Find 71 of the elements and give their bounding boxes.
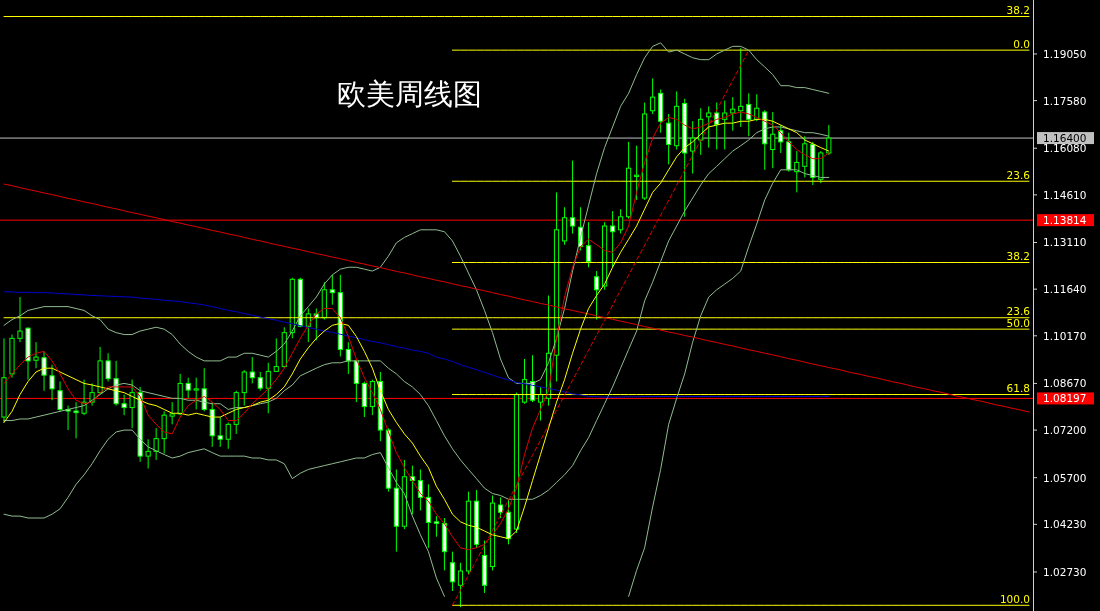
y-tick-label: 1.07200 [1043, 424, 1087, 437]
candlestick [185, 377, 191, 399]
candlestick [634, 145, 640, 201]
candlestick [457, 562, 464, 608]
candlestick [585, 221, 592, 268]
series-label: 0.0 [1013, 37, 1030, 50]
y-tick-label: 1.14610 [1043, 188, 1087, 201]
candlestick [433, 515, 439, 538]
candlestick [561, 206, 568, 246]
candlestick [730, 96, 736, 132]
candlestick [618, 208, 624, 235]
ref-line-label: 1.13814 [1043, 214, 1087, 227]
candlestick [73, 401, 79, 439]
candlestick [329, 274, 335, 306]
y-tick-label: 1.11640 [1043, 283, 1087, 296]
candlestick [193, 377, 199, 410]
y-tick-label: 1.05700 [1043, 471, 1087, 484]
candlestick [57, 381, 63, 412]
candlestick [273, 337, 279, 373]
candlestick [826, 124, 832, 156]
candlestick [49, 364, 55, 401]
candlestick [217, 416, 223, 448]
candlestick [129, 379, 135, 429]
candlestick [497, 496, 504, 519]
y-tick-label: 1.10170 [1043, 329, 1087, 342]
y-tick-label: 1.19050 [1043, 47, 1087, 60]
candlestick [537, 386, 544, 422]
candlestick [33, 341, 39, 369]
series-label: 100.0 [999, 592, 1030, 605]
y-tick-label: 1.17580 [1043, 94, 1087, 107]
ref-line-label: 1.08197 [1043, 392, 1087, 405]
candlestick [41, 350, 47, 392]
y-tick-label: 1.08670 [1043, 377, 1087, 390]
candlestick [161, 410, 167, 455]
y-tick-label: 1.02730 [1043, 565, 1087, 578]
candlestick [265, 362, 271, 414]
candlestick [569, 160, 576, 235]
candlestick [449, 551, 456, 592]
candlestick [241, 369, 247, 407]
series-label: 23.6 [1006, 168, 1031, 181]
candlestick [257, 371, 263, 392]
series-label: 38.2 [1006, 4, 1030, 16]
candlestick [121, 394, 127, 416]
candlestick [225, 421, 231, 450]
candlestick [361, 381, 367, 418]
candlestick [145, 438, 151, 469]
candlestick [153, 427, 159, 461]
candlestick [706, 105, 712, 149]
series-label: 38.2 [1006, 249, 1030, 262]
ref-line-label: 1.16400 [1043, 132, 1087, 145]
candlestick [249, 356, 255, 384]
text: 欧美周线图 [337, 78, 482, 110]
candlestick [169, 401, 175, 425]
candlestick [594, 270, 600, 321]
candlestick [17, 296, 23, 343]
y-tick-label: 1.13110 [1043, 236, 1087, 249]
series-label: 50.0 [1006, 316, 1030, 329]
y-tick-label: 1.04230 [1043, 518, 1087, 531]
series-label: 61.8 [1006, 382, 1030, 395]
candlestick [746, 92, 752, 137]
candlestick [105, 352, 111, 383]
candlestick [794, 150, 800, 193]
candlestick [802, 135, 808, 178]
candlestick [666, 113, 672, 165]
candlestick [738, 47, 744, 128]
candlestick [770, 111, 776, 169]
candlestick [650, 77, 656, 115]
candlestick [690, 120, 696, 175]
series-label: 23.6 [1006, 305, 1031, 318]
candlestick [610, 210, 616, 268]
y-tick-label: 1.16080 [1043, 142, 1087, 155]
